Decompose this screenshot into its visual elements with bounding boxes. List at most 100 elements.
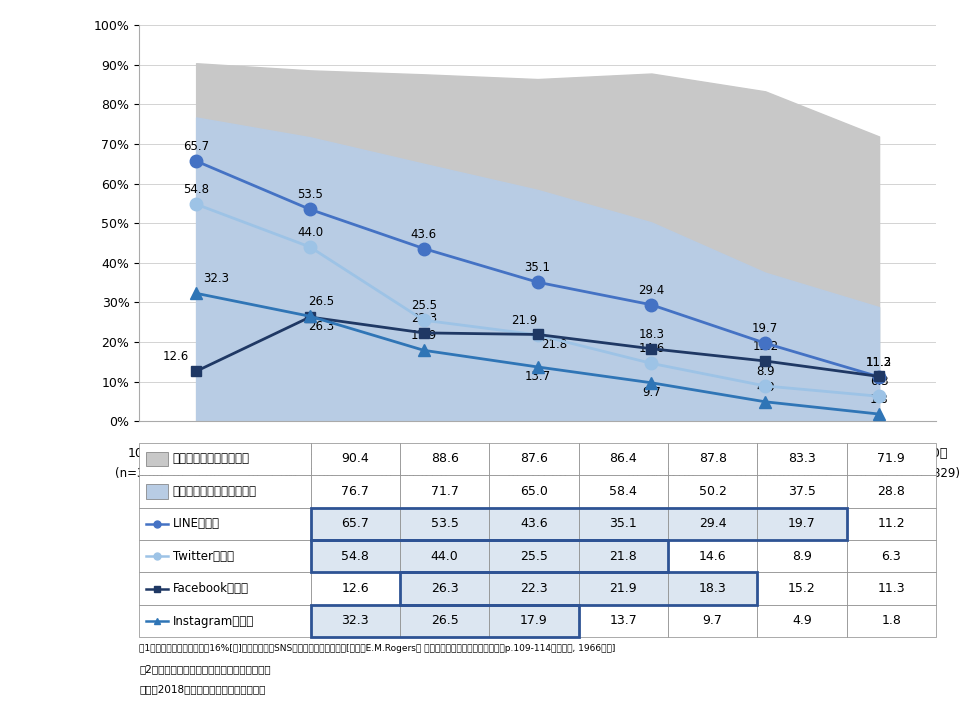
Text: 21.9: 21.9 bbox=[610, 582, 637, 595]
Text: ソーシャルメディア利用率: ソーシャルメディア利用率 bbox=[173, 485, 256, 498]
Bar bbox=[847, 475, 936, 508]
Text: (n=1,093): (n=1,093) bbox=[735, 467, 795, 480]
Text: (n=746): (n=746) bbox=[248, 467, 297, 480]
Text: 6.3: 6.3 bbox=[881, 549, 901, 563]
Text: 22.3: 22.3 bbox=[520, 582, 548, 595]
Text: 90.4: 90.4 bbox=[342, 452, 370, 466]
Text: 88.6: 88.6 bbox=[431, 452, 459, 466]
Text: 26.5: 26.5 bbox=[308, 295, 334, 308]
Text: 出所：2018年一般向けモバイル動向調査: 出所：2018年一般向けモバイル動向調査 bbox=[139, 684, 266, 694]
Text: (n=356): (n=356) bbox=[172, 467, 221, 480]
Text: 14.6: 14.6 bbox=[699, 549, 727, 563]
Text: 26.3: 26.3 bbox=[308, 320, 334, 333]
Bar bbox=[847, 508, 936, 540]
Bar bbox=[757, 443, 847, 475]
Text: (n=356): (n=356) bbox=[115, 467, 163, 480]
Text: (n=1,093): (n=1,093) bbox=[773, 467, 833, 480]
Text: 60代: 60代 bbox=[753, 445, 778, 458]
Bar bbox=[311, 475, 400, 508]
Bar bbox=[490, 572, 579, 605]
Text: 20代: 20代 bbox=[924, 447, 948, 460]
Text: 25.5: 25.5 bbox=[411, 300, 437, 312]
Bar bbox=[311, 508, 400, 540]
Text: 86.4: 86.4 bbox=[610, 452, 637, 466]
Bar bbox=[400, 572, 490, 605]
Text: 11.3: 11.3 bbox=[877, 582, 905, 595]
Text: 15.2: 15.2 bbox=[788, 582, 816, 595]
Text: 76.7: 76.7 bbox=[342, 485, 370, 498]
Bar bbox=[579, 443, 668, 475]
Text: 注1：普及の基準といわれる16%[＊]を超えているSNSに網掛けをかけている[参考：E.M.Rogers著 藤竹暁訳『技術革新の普及過程』p.109-114（培: 注1：普及の基準といわれる16%[＊]を超えているSNSに網掛けをかけている[参… bbox=[139, 644, 615, 654]
Text: 26.5: 26.5 bbox=[431, 614, 459, 628]
Text: 71.7: 71.7 bbox=[431, 485, 459, 498]
Text: 71.9: 71.9 bbox=[877, 452, 905, 466]
Text: Facebook利用率: Facebook利用率 bbox=[173, 582, 249, 595]
Text: 21.8: 21.8 bbox=[610, 549, 637, 563]
Bar bbox=[668, 475, 757, 508]
Bar bbox=[400, 605, 490, 637]
Bar bbox=[847, 605, 936, 637]
Text: 17.9: 17.9 bbox=[411, 329, 437, 343]
Text: 28.8: 28.8 bbox=[877, 485, 905, 498]
Bar bbox=[311, 540, 400, 572]
Bar bbox=[847, 443, 936, 475]
Bar bbox=[757, 540, 847, 572]
Text: 53.5: 53.5 bbox=[297, 189, 323, 202]
Text: (n=1,145): (n=1,145) bbox=[508, 467, 567, 480]
Text: 4.9: 4.9 bbox=[792, 614, 812, 628]
Text: 注2：ほとんど使っていない人を除いて集計。: 注2：ほとんど使っていない人を除いて集計。 bbox=[139, 665, 271, 675]
Text: 65.7: 65.7 bbox=[183, 140, 209, 153]
Text: 29.4: 29.4 bbox=[699, 517, 727, 531]
Text: 43.6: 43.6 bbox=[520, 517, 548, 531]
Text: 11.2: 11.2 bbox=[866, 356, 892, 369]
Text: 44.0: 44.0 bbox=[431, 549, 459, 563]
Text: 87.8: 87.8 bbox=[699, 452, 727, 466]
Bar bbox=[139, 572, 311, 605]
Bar bbox=[139, 508, 311, 540]
Bar bbox=[311, 508, 847, 540]
Text: 9.7: 9.7 bbox=[642, 386, 660, 399]
Text: 19.7: 19.7 bbox=[788, 517, 816, 531]
Text: (n=913): (n=913) bbox=[399, 467, 448, 480]
Bar bbox=[668, 605, 757, 637]
Bar bbox=[311, 605, 579, 637]
Text: 14.6: 14.6 bbox=[638, 343, 664, 356]
Text: 10代: 10代 bbox=[128, 447, 151, 460]
Bar bbox=[847, 572, 936, 605]
Text: スマホ・ケータイ所有率: スマホ・ケータイ所有率 bbox=[173, 452, 250, 466]
Text: 32.3: 32.3 bbox=[204, 272, 229, 285]
Bar bbox=[668, 508, 757, 540]
Bar bbox=[490, 508, 579, 540]
Bar bbox=[757, 605, 847, 637]
Bar bbox=[311, 605, 400, 637]
Bar bbox=[668, 572, 757, 605]
Text: (n=913): (n=913) bbox=[380, 467, 429, 480]
Bar bbox=[847, 540, 936, 572]
Bar bbox=[400, 508, 490, 540]
Text: 37.5: 37.5 bbox=[788, 485, 816, 498]
Text: 1.8: 1.8 bbox=[870, 393, 888, 406]
Text: 70代: 70代 bbox=[867, 445, 892, 458]
Bar bbox=[400, 443, 490, 475]
Text: 29.4: 29.4 bbox=[638, 284, 664, 297]
Text: 12.6: 12.6 bbox=[342, 582, 370, 595]
Text: 21.9: 21.9 bbox=[511, 313, 537, 327]
Text: 65.0: 65.0 bbox=[520, 485, 548, 498]
Text: 25.5: 25.5 bbox=[520, 549, 548, 563]
Text: 58.4: 58.4 bbox=[610, 485, 637, 498]
Text: 18.3: 18.3 bbox=[699, 582, 727, 595]
Bar bbox=[579, 475, 668, 508]
Bar bbox=[139, 605, 311, 637]
Bar bbox=[311, 540, 668, 572]
Text: 21.8: 21.8 bbox=[541, 338, 567, 351]
Text: 1.8: 1.8 bbox=[881, 614, 901, 628]
Text: LINE利用率: LINE利用率 bbox=[173, 517, 220, 531]
Bar bbox=[579, 572, 668, 605]
Bar bbox=[757, 475, 847, 508]
Text: 53.5: 53.5 bbox=[431, 517, 459, 531]
Bar bbox=[139, 443, 311, 475]
Text: 11.2: 11.2 bbox=[877, 517, 905, 531]
Text: 83.3: 83.3 bbox=[788, 452, 816, 466]
Text: 19.7: 19.7 bbox=[752, 323, 779, 336]
Text: 40代: 40代 bbox=[525, 445, 550, 458]
